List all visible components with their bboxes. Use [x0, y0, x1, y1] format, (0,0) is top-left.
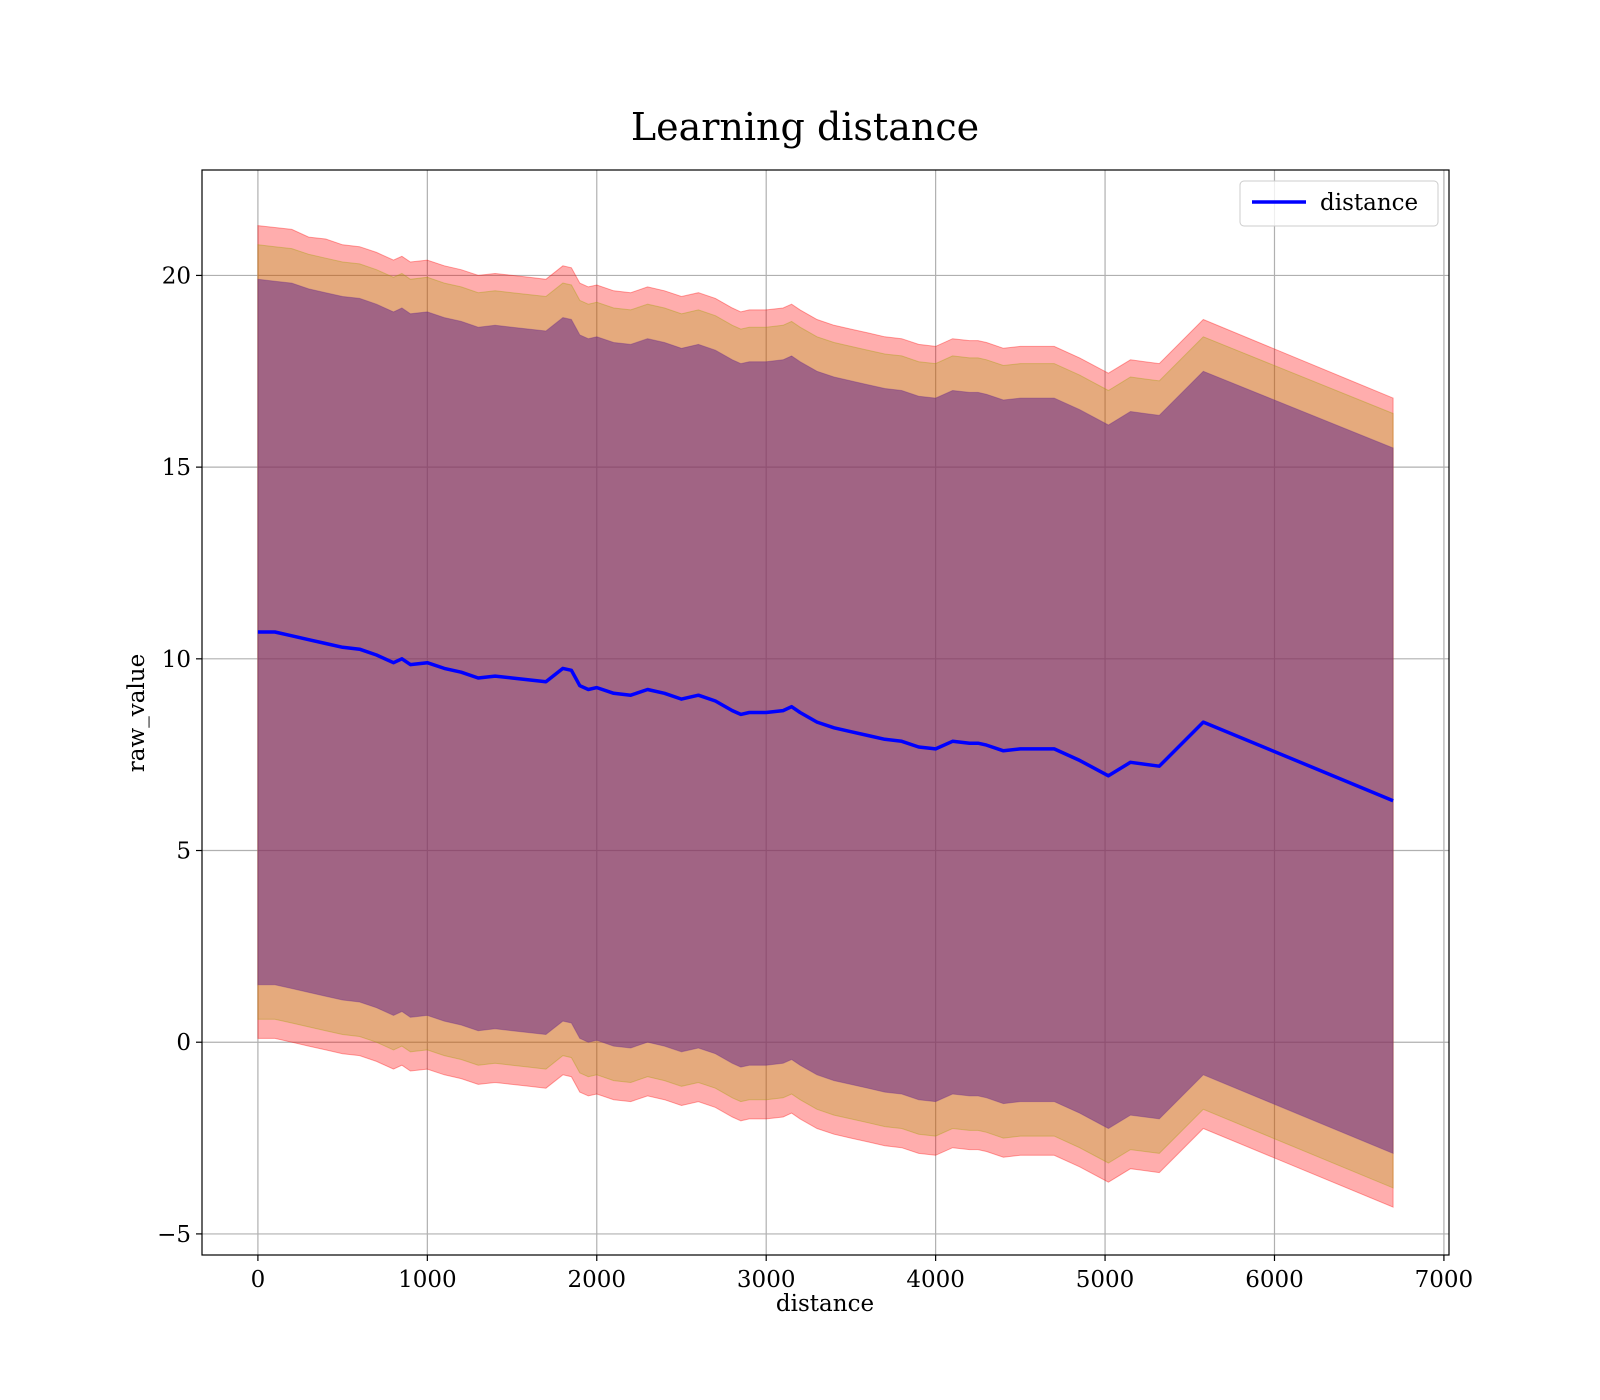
series-line-distance	[257, 630, 1394, 803]
x-tick-label: 6000	[1245, 1267, 1304, 1293]
x-tick-label: 2000	[567, 1267, 626, 1293]
x-tick-label: 3000	[737, 1267, 796, 1293]
y-tick-label: 5	[176, 839, 191, 865]
plot-frame	[201, 169, 1450, 1256]
y-tick-label: 15	[162, 455, 191, 481]
legend-box	[1239, 180, 1439, 227]
y-tick-label: 20	[162, 263, 191, 289]
x-tick-label: 0	[251, 1267, 266, 1293]
y-tick-label: −5	[157, 1222, 191, 1248]
y-tick-label: 10	[162, 647, 191, 673]
x-tick-label: 7000	[1415, 1267, 1474, 1293]
legend: distance	[1239, 180, 1439, 227]
x-axis-ticks: 0 1000 2000 3000 4000 5000 6000 7000	[251, 1255, 1474, 1293]
y-tick-label: 0	[176, 1030, 191, 1056]
uncertainty-bands	[257, 225, 1394, 1208]
x-tick-label: 1000	[398, 1267, 457, 1293]
band-inner	[257, 278, 1394, 1155]
x-tick-label: 4000	[906, 1267, 965, 1293]
y-axis-label: raw_value	[124, 654, 150, 772]
legend-label: distance	[1320, 190, 1418, 216]
x-axis-label: distance	[776, 1291, 874, 1317]
chart-title: Learning distance	[631, 105, 979, 149]
series-lines	[257, 630, 1394, 803]
y-axis-ticks: −5 0 5 10 15 20	[157, 263, 202, 1248]
x-tick-label: 5000	[1076, 1267, 1135, 1293]
